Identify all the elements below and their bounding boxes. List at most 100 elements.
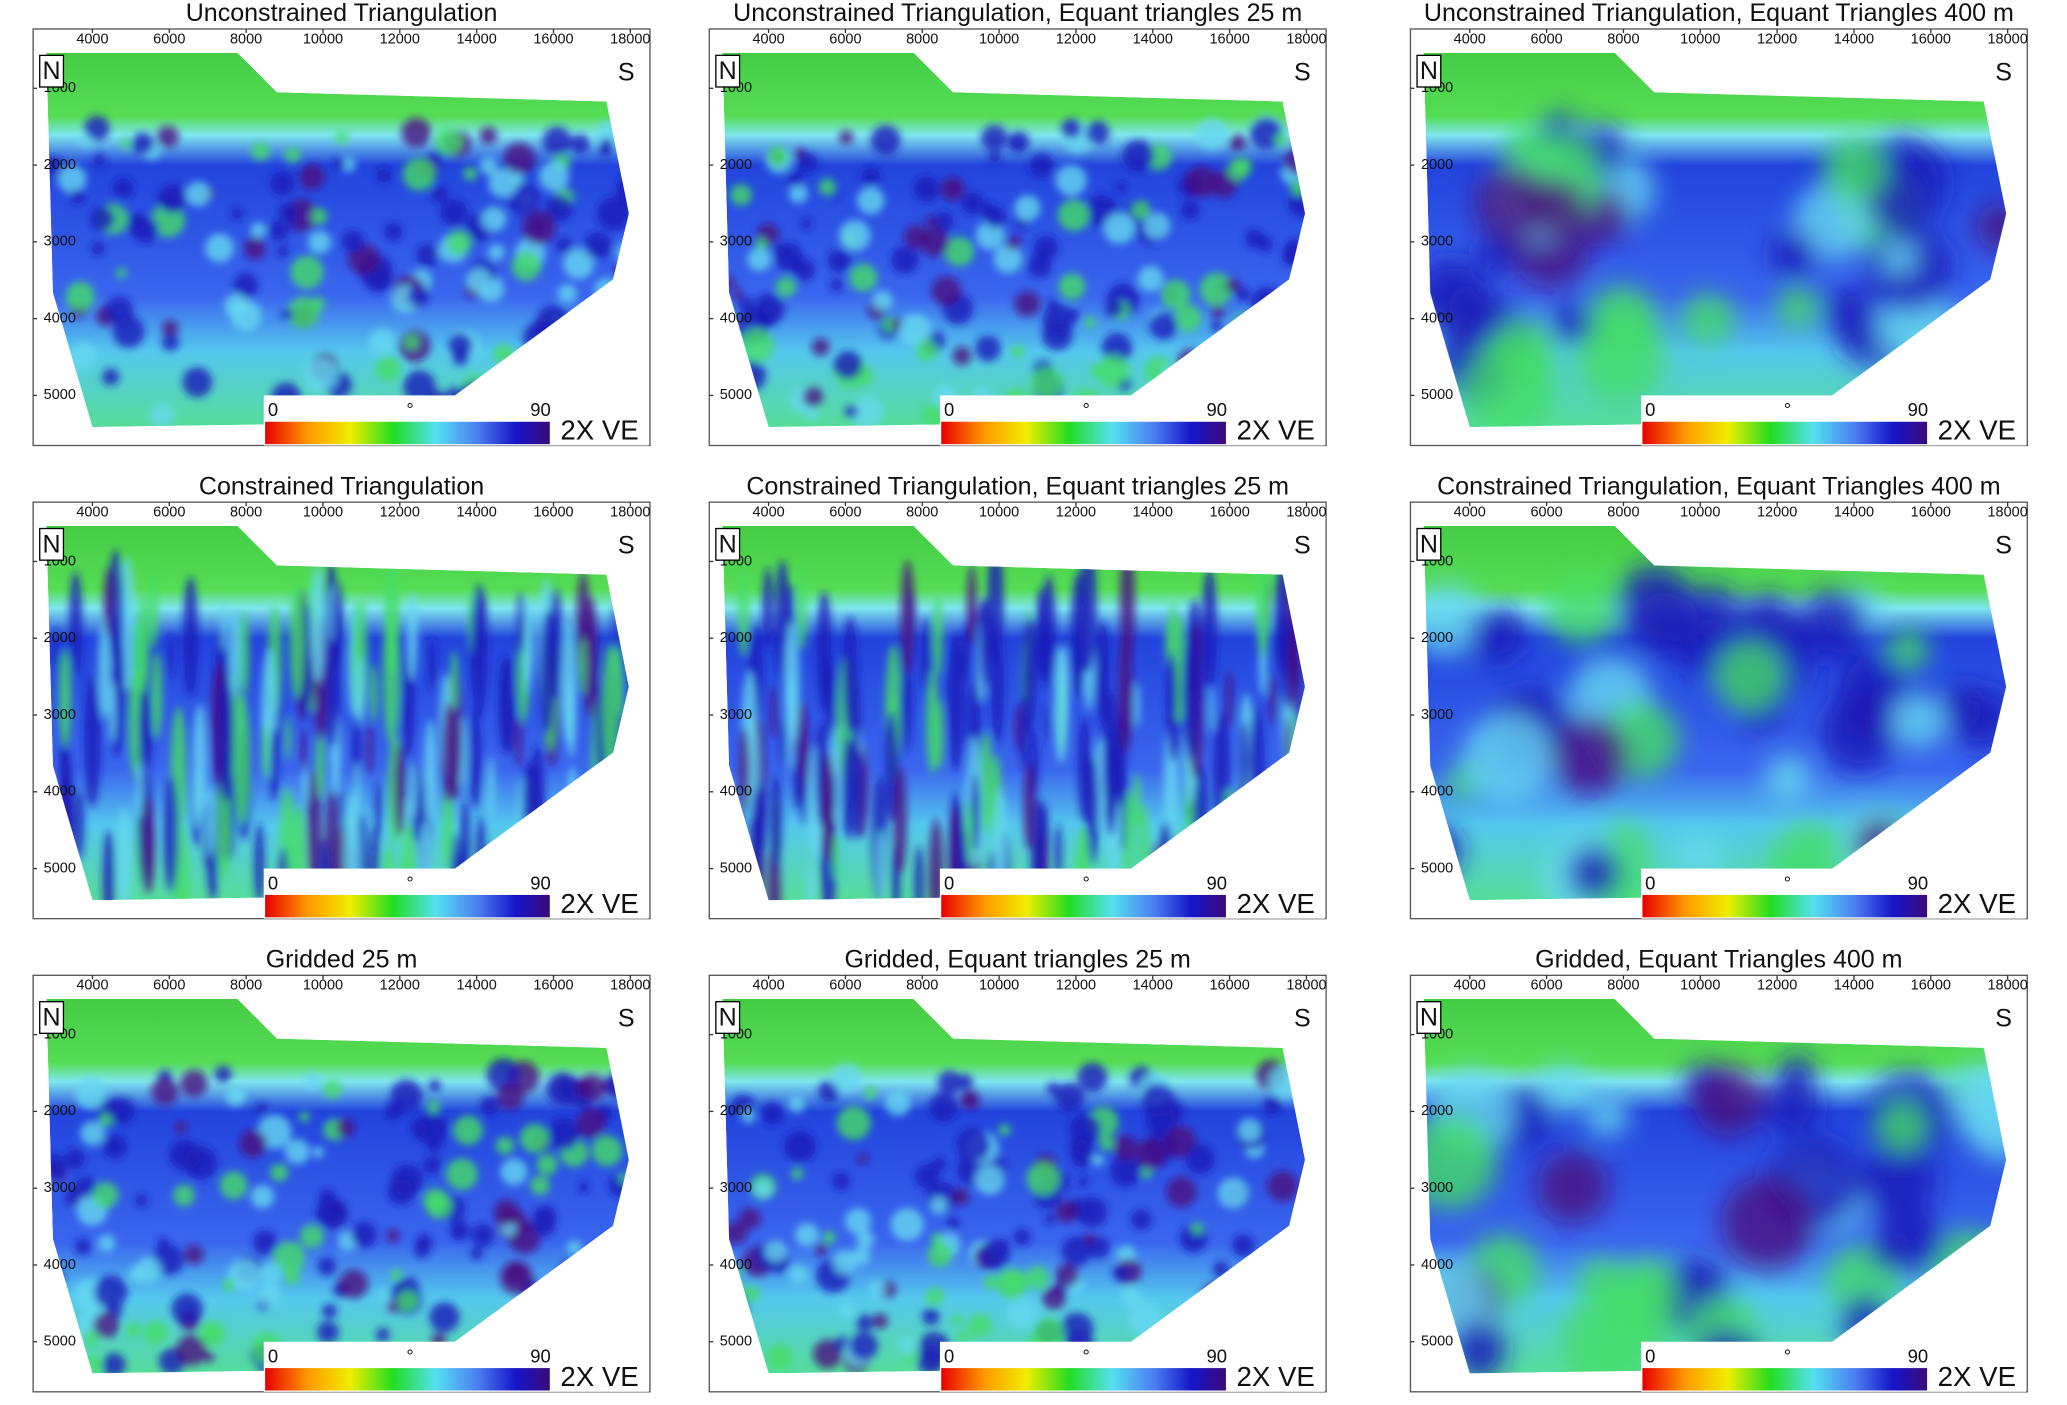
x-tick-label: 14000 (456, 31, 496, 47)
colorbar (1642, 421, 1928, 445)
blob (89, 206, 115, 232)
blob (576, 1108, 606, 1138)
blob (1237, 1118, 1262, 1143)
north-box (1416, 527, 1442, 561)
x-tick-label: 12000 (1757, 31, 1797, 47)
blob (860, 167, 881, 187)
blob (872, 1313, 888, 1329)
x-tick-label: 12000 (1757, 505, 1797, 521)
blob (914, 845, 924, 901)
blob (532, 1204, 557, 1229)
blob (1227, 158, 1250, 181)
blob (287, 215, 298, 227)
blob (469, 710, 482, 809)
blob (174, 1121, 188, 1134)
y-tick-label: 4000 (44, 1257, 76, 1273)
blob (1014, 704, 1021, 752)
blob (442, 701, 455, 804)
x-tick-label: 6000 (1530, 978, 1562, 994)
blob (131, 216, 159, 244)
blob (105, 296, 134, 325)
y-tick-label: 4000 (44, 310, 76, 326)
blob (767, 146, 789, 167)
blob (1527, 177, 1585, 235)
blob (769, 773, 783, 871)
blob (962, 624, 970, 681)
blob (390, 1079, 423, 1112)
blob (304, 1072, 322, 1090)
blob (1137, 265, 1164, 292)
blob (78, 134, 92, 148)
blob (616, 175, 629, 202)
blob (839, 130, 854, 145)
blob (150, 403, 174, 428)
blob (1101, 332, 1133, 364)
x-tick-label: 6000 (829, 505, 861, 521)
blob (90, 241, 106, 256)
x-tick-label: 4000 (752, 505, 784, 521)
blob (103, 567, 113, 637)
blob (394, 742, 406, 837)
blob (463, 166, 478, 181)
south-label: S (618, 1005, 635, 1033)
blob (525, 653, 531, 696)
x-tick-label: 4000 (752, 31, 784, 47)
blob (737, 567, 750, 657)
blob (1250, 117, 1283, 151)
blob (135, 1257, 162, 1284)
colorbar-max: 90 (1206, 872, 1227, 893)
blob (1693, 1066, 1765, 1137)
colorbar-mid: ° (1784, 1345, 1791, 1366)
blob (440, 198, 468, 227)
blob (925, 215, 937, 228)
blob (979, 1239, 1010, 1270)
blob (500, 1261, 533, 1295)
panel: Unconstrained Triangulation 4000 6000 8000 1… (32, 0, 651, 447)
blob (1096, 620, 1110, 727)
blob (1211, 320, 1223, 332)
blob (900, 560, 915, 675)
blob (1462, 713, 1554, 804)
blob (961, 191, 984, 215)
blob (283, 1268, 301, 1285)
blob (214, 1065, 232, 1083)
blob (167, 632, 174, 679)
blob (1274, 561, 1289, 672)
blob (479, 156, 498, 176)
blob (1149, 311, 1178, 340)
blob (983, 1274, 999, 1290)
blob (797, 152, 818, 173)
x-tick-label: 8000 (230, 31, 262, 47)
blob (281, 308, 294, 321)
blob (836, 1106, 871, 1140)
blob (827, 248, 853, 273)
blob (250, 1184, 275, 1209)
surface-blobs (46, 115, 629, 428)
blob (1030, 366, 1063, 400)
blob (831, 1063, 862, 1093)
blob (252, 1230, 278, 1256)
blob (375, 355, 401, 382)
blob (1053, 646, 1069, 764)
blob (298, 163, 326, 191)
blob (511, 251, 541, 282)
blob (250, 222, 266, 238)
blob (312, 1146, 324, 1159)
panel-title: Unconstrained Triangulation (186, 0, 498, 27)
blob (204, 1325, 220, 1342)
blob (131, 132, 154, 155)
colorbar-label: 2X VE (1236, 888, 1314, 919)
blob (856, 1314, 874, 1332)
blob (1055, 1201, 1078, 1223)
blob (384, 554, 400, 676)
blob (1077, 1062, 1108, 1093)
blob (69, 571, 83, 678)
blob (788, 1095, 806, 1113)
blob (1160, 279, 1191, 310)
blob (1211, 304, 1225, 319)
blob (390, 1269, 403, 1282)
x-tick-label: 12000 (1056, 505, 1096, 521)
north-box (1416, 54, 1442, 88)
blob (423, 1156, 441, 1174)
blob (230, 207, 244, 220)
